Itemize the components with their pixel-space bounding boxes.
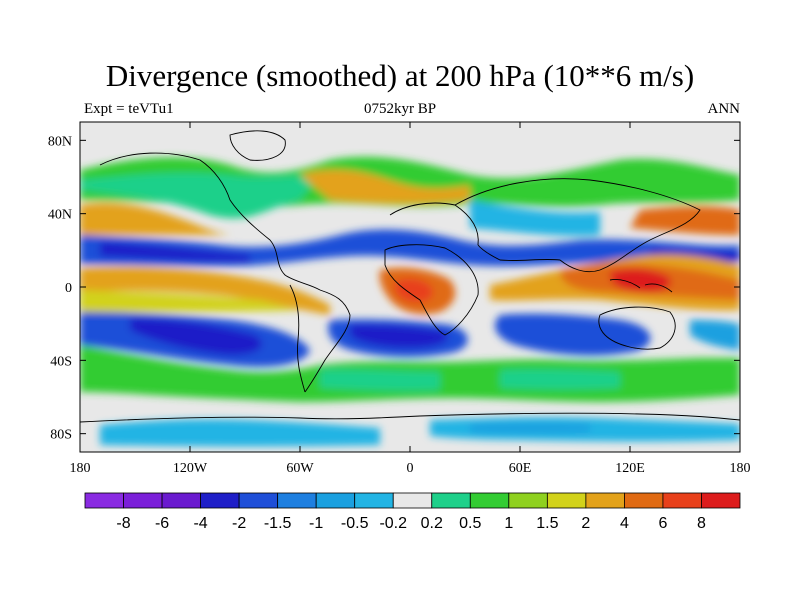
tropical-pacific-yellow <box>80 290 300 312</box>
southwest-pacific-blue <box>690 320 740 350</box>
colorbar-box <box>354 492 394 509</box>
colorbar-box <box>469 492 510 509</box>
colorbar-box <box>701 492 741 509</box>
colorbar-box <box>200 492 240 509</box>
colorbar-label: -2 <box>232 515 246 532</box>
south-atlantic-dark-blue <box>350 324 449 348</box>
colorbar-label: -1 <box>309 515 323 532</box>
lon-tick-label: 0 <box>407 461 414 476</box>
north-pacific-dark-blue <box>100 242 250 262</box>
south-pacific-dark-blue <box>130 318 262 355</box>
colorbar-box <box>277 492 317 509</box>
antarctic-blue-patch <box>470 422 590 434</box>
lon-tick-label: 60E <box>509 461 532 476</box>
lon-tick-label: 60W <box>286 461 314 476</box>
colorbar-label: -4 <box>193 515 207 532</box>
colorbar-label: -6 <box>155 515 169 532</box>
asia-cyan <box>470 200 600 236</box>
longitude-axis: 180 120W 60W 0 60E 120E 180 <box>70 122 751 476</box>
coastlines <box>80 130 740 423</box>
season-label: ANN <box>707 101 741 117</box>
lat-tick-label: 40S <box>50 354 72 369</box>
colorbar-box <box>585 492 625 509</box>
colorbar-label: -0.2 <box>379 515 407 532</box>
colorbar-box <box>431 492 471 509</box>
south-indian-blue <box>495 313 651 356</box>
north-atlantic-orange <box>300 169 470 204</box>
colorbar: -8 -6 -4 -2 -1.5 -1 -0.5 -0.2 0.2 0.5 1 1.5 2 4 6 8 <box>84 492 741 532</box>
colorbar-box <box>662 492 702 509</box>
colorbar-box <box>546 492 587 509</box>
south-indian-teal <box>500 369 620 390</box>
colorbar-box <box>123 492 163 509</box>
antarctic-cyan-west <box>100 419 380 447</box>
lat-tick-label: 80N <box>48 134 72 149</box>
lat-tick-label: 0 <box>65 281 72 296</box>
north-america-coast <box>99 152 321 291</box>
colorbar-box <box>238 492 279 509</box>
colorbar-label: -8 <box>116 515 130 532</box>
antarctica-coast <box>80 412 740 423</box>
colorbar-box <box>84 492 124 509</box>
asia-coast <box>454 178 701 273</box>
africa-convergence-core <box>394 278 433 303</box>
colorbar-label: 4 <box>620 515 629 532</box>
indonesia-coast <box>609 279 673 293</box>
colorbar-label: 1.5 <box>536 515 558 532</box>
south-america-coast <box>304 289 351 393</box>
colorbar-box <box>315 492 356 509</box>
north-pacific-orange <box>80 203 230 235</box>
colorbar-label: -0.5 <box>341 515 369 532</box>
colorbar-label: 8 <box>697 515 706 532</box>
greenland-coast <box>229 130 286 161</box>
colorbar-box <box>508 492 548 509</box>
australia-coast <box>598 306 676 350</box>
colorbar-label: 6 <box>658 515 667 532</box>
colorbar-box <box>624 492 664 509</box>
divergence-field <box>80 122 740 452</box>
colorbar-label: 0.5 <box>459 515 481 532</box>
lat-tick-label: 80S <box>50 428 72 443</box>
northwest-pacific-orange <box>630 206 740 235</box>
south-atlantic-teal <box>320 369 440 391</box>
south-america-west-coast <box>289 284 306 393</box>
colorbar-label: 0.2 <box>421 515 443 532</box>
lon-tick-label: 120E <box>615 461 645 476</box>
maritime-continent-red <box>609 268 671 293</box>
plot-title: Divergence (smoothed) at 200 hPa (10**6 … <box>105 58 695 93</box>
colorbar-label: -1.5 <box>264 515 292 532</box>
latitude-axis: 80N 40N 0 40S 80S <box>48 134 740 443</box>
lon-tick-label: 180 <box>70 461 91 476</box>
north-pacific-teal <box>80 172 320 219</box>
lat-tick-label: 40N <box>48 208 72 223</box>
lon-tick-label: 120W <box>173 461 208 476</box>
experiment-label: Expt = teVTu1 <box>84 101 174 117</box>
lon-tick-label: 180 <box>730 461 751 476</box>
colorbar-label: 2 <box>581 515 590 532</box>
time-label: 0752kyr BP <box>363 101 437 117</box>
colorbar-label: 1 <box>504 515 513 532</box>
europe-coast <box>389 202 479 246</box>
africa-coast <box>384 244 479 336</box>
colorbar-box <box>392 492 433 509</box>
tropical-pacific-orange <box>80 266 330 315</box>
colorbar-box <box>161 492 201 509</box>
